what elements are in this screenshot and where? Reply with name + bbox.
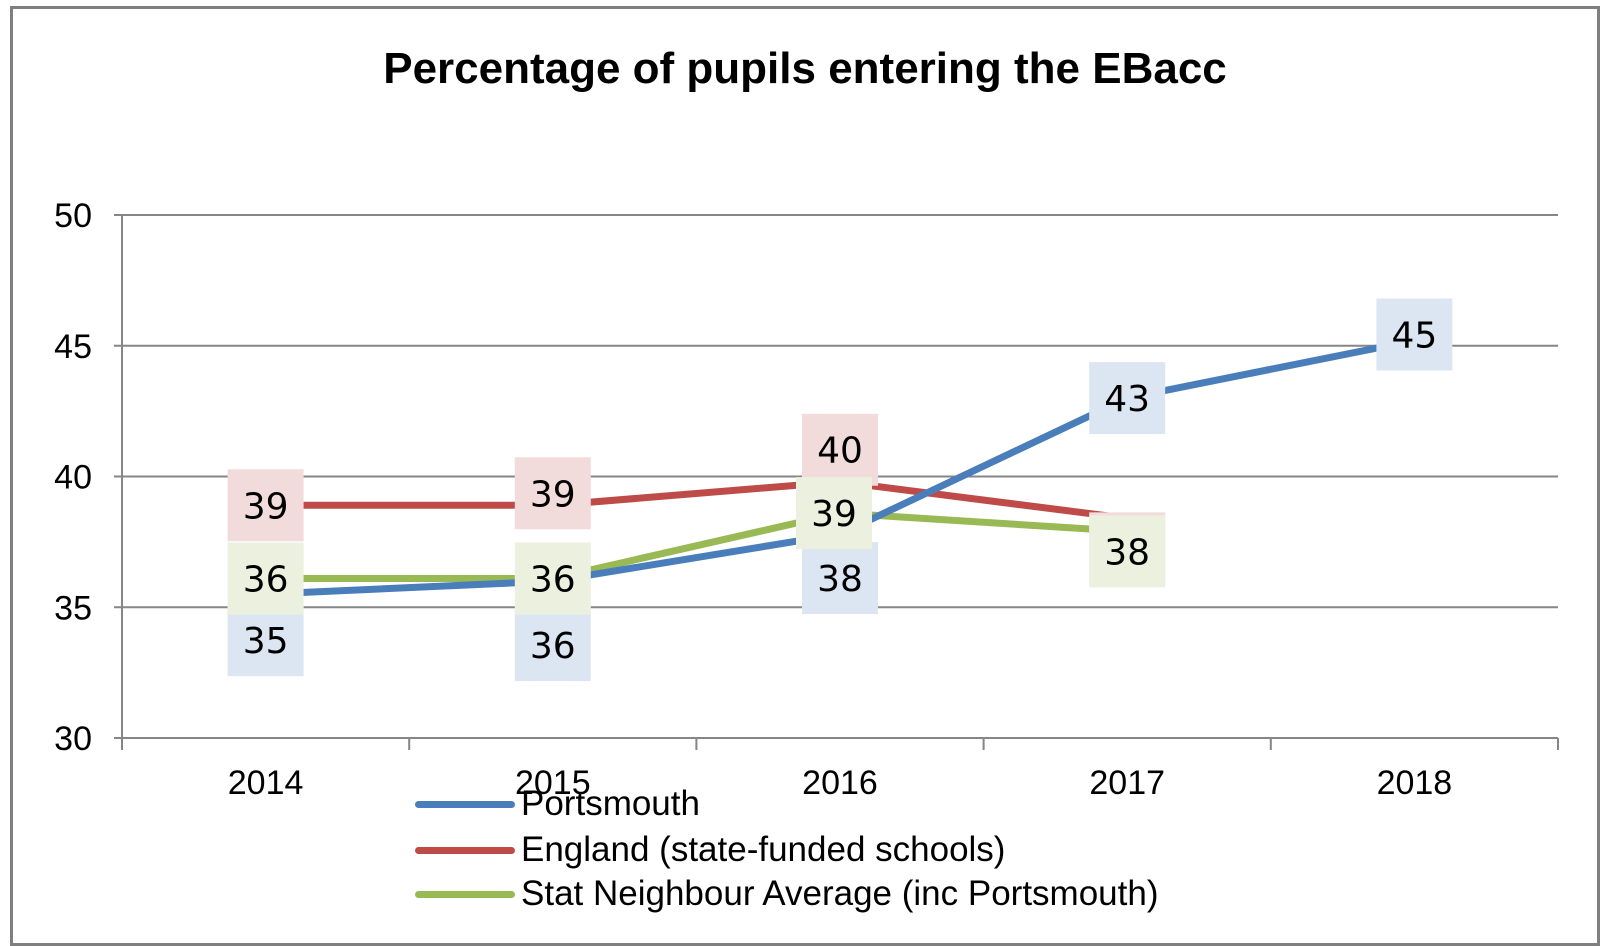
legend-item: Portsmouth <box>415 783 700 825</box>
data-label-box <box>1089 515 1166 588</box>
legend-item: Stat Neighbour Average (inc Portsmouth) <box>415 873 1158 915</box>
y-tick-label: 45 <box>54 328 92 366</box>
data-label: 36 <box>530 559 576 600</box>
legend-swatch <box>415 846 515 854</box>
data-label-box <box>514 457 591 530</box>
chart-title: Percentage of pupils entering the EBacc <box>383 44 1227 93</box>
data-label-box <box>227 469 304 542</box>
legend-swatch <box>415 890 515 898</box>
data-label-box <box>1376 298 1453 371</box>
y-tick-label: 50 <box>54 197 92 235</box>
y-tick-label: 40 <box>54 459 92 497</box>
data-label: 39 <box>530 474 576 515</box>
x-tick-label: 2016 <box>802 764 878 802</box>
legend-label: Portsmouth <box>521 784 700 823</box>
data-label-box <box>514 542 591 615</box>
series-line-england-state-funded-schools <box>262 478 1131 522</box>
data-label: 40 <box>817 431 863 472</box>
x-tick-label: 2015 <box>515 764 591 802</box>
y-tick-label: 35 <box>54 589 92 627</box>
legend-item: England (state-funded schools) <box>415 829 1005 871</box>
data-label: 38 <box>817 559 863 600</box>
data-label-box <box>514 609 591 682</box>
legend-label: Stat Neighbour Average (inc Portsmouth) <box>521 874 1159 913</box>
x-tick-label: 2017 <box>1089 764 1165 802</box>
legend-swatch <box>415 800 515 808</box>
data-label-box <box>802 542 878 615</box>
data-label: 36 <box>243 559 289 600</box>
y-tick-label: 30 <box>54 720 92 758</box>
data-label: 35 <box>243 621 289 662</box>
data-label: 38 <box>1104 532 1150 573</box>
x-tick-label: 2014 <box>228 764 304 802</box>
data-label: 43 <box>1104 379 1150 420</box>
data-label-box <box>227 542 304 615</box>
x-tick-label: 2018 <box>1377 764 1453 802</box>
data-label-box <box>796 477 872 550</box>
data-label: 36 <box>530 626 576 667</box>
data-label: 39 <box>243 486 289 527</box>
legend-label: England (state-funded schools) <box>521 830 1006 869</box>
data-label: 45 <box>1391 316 1437 357</box>
series-line-stat-neighbour-average-inc-portsmouth <box>262 509 1131 582</box>
data-label-box <box>1089 362 1166 435</box>
data-label: 39 <box>811 494 857 535</box>
data-label-box <box>802 413 878 486</box>
data-label-box <box>227 604 304 677</box>
